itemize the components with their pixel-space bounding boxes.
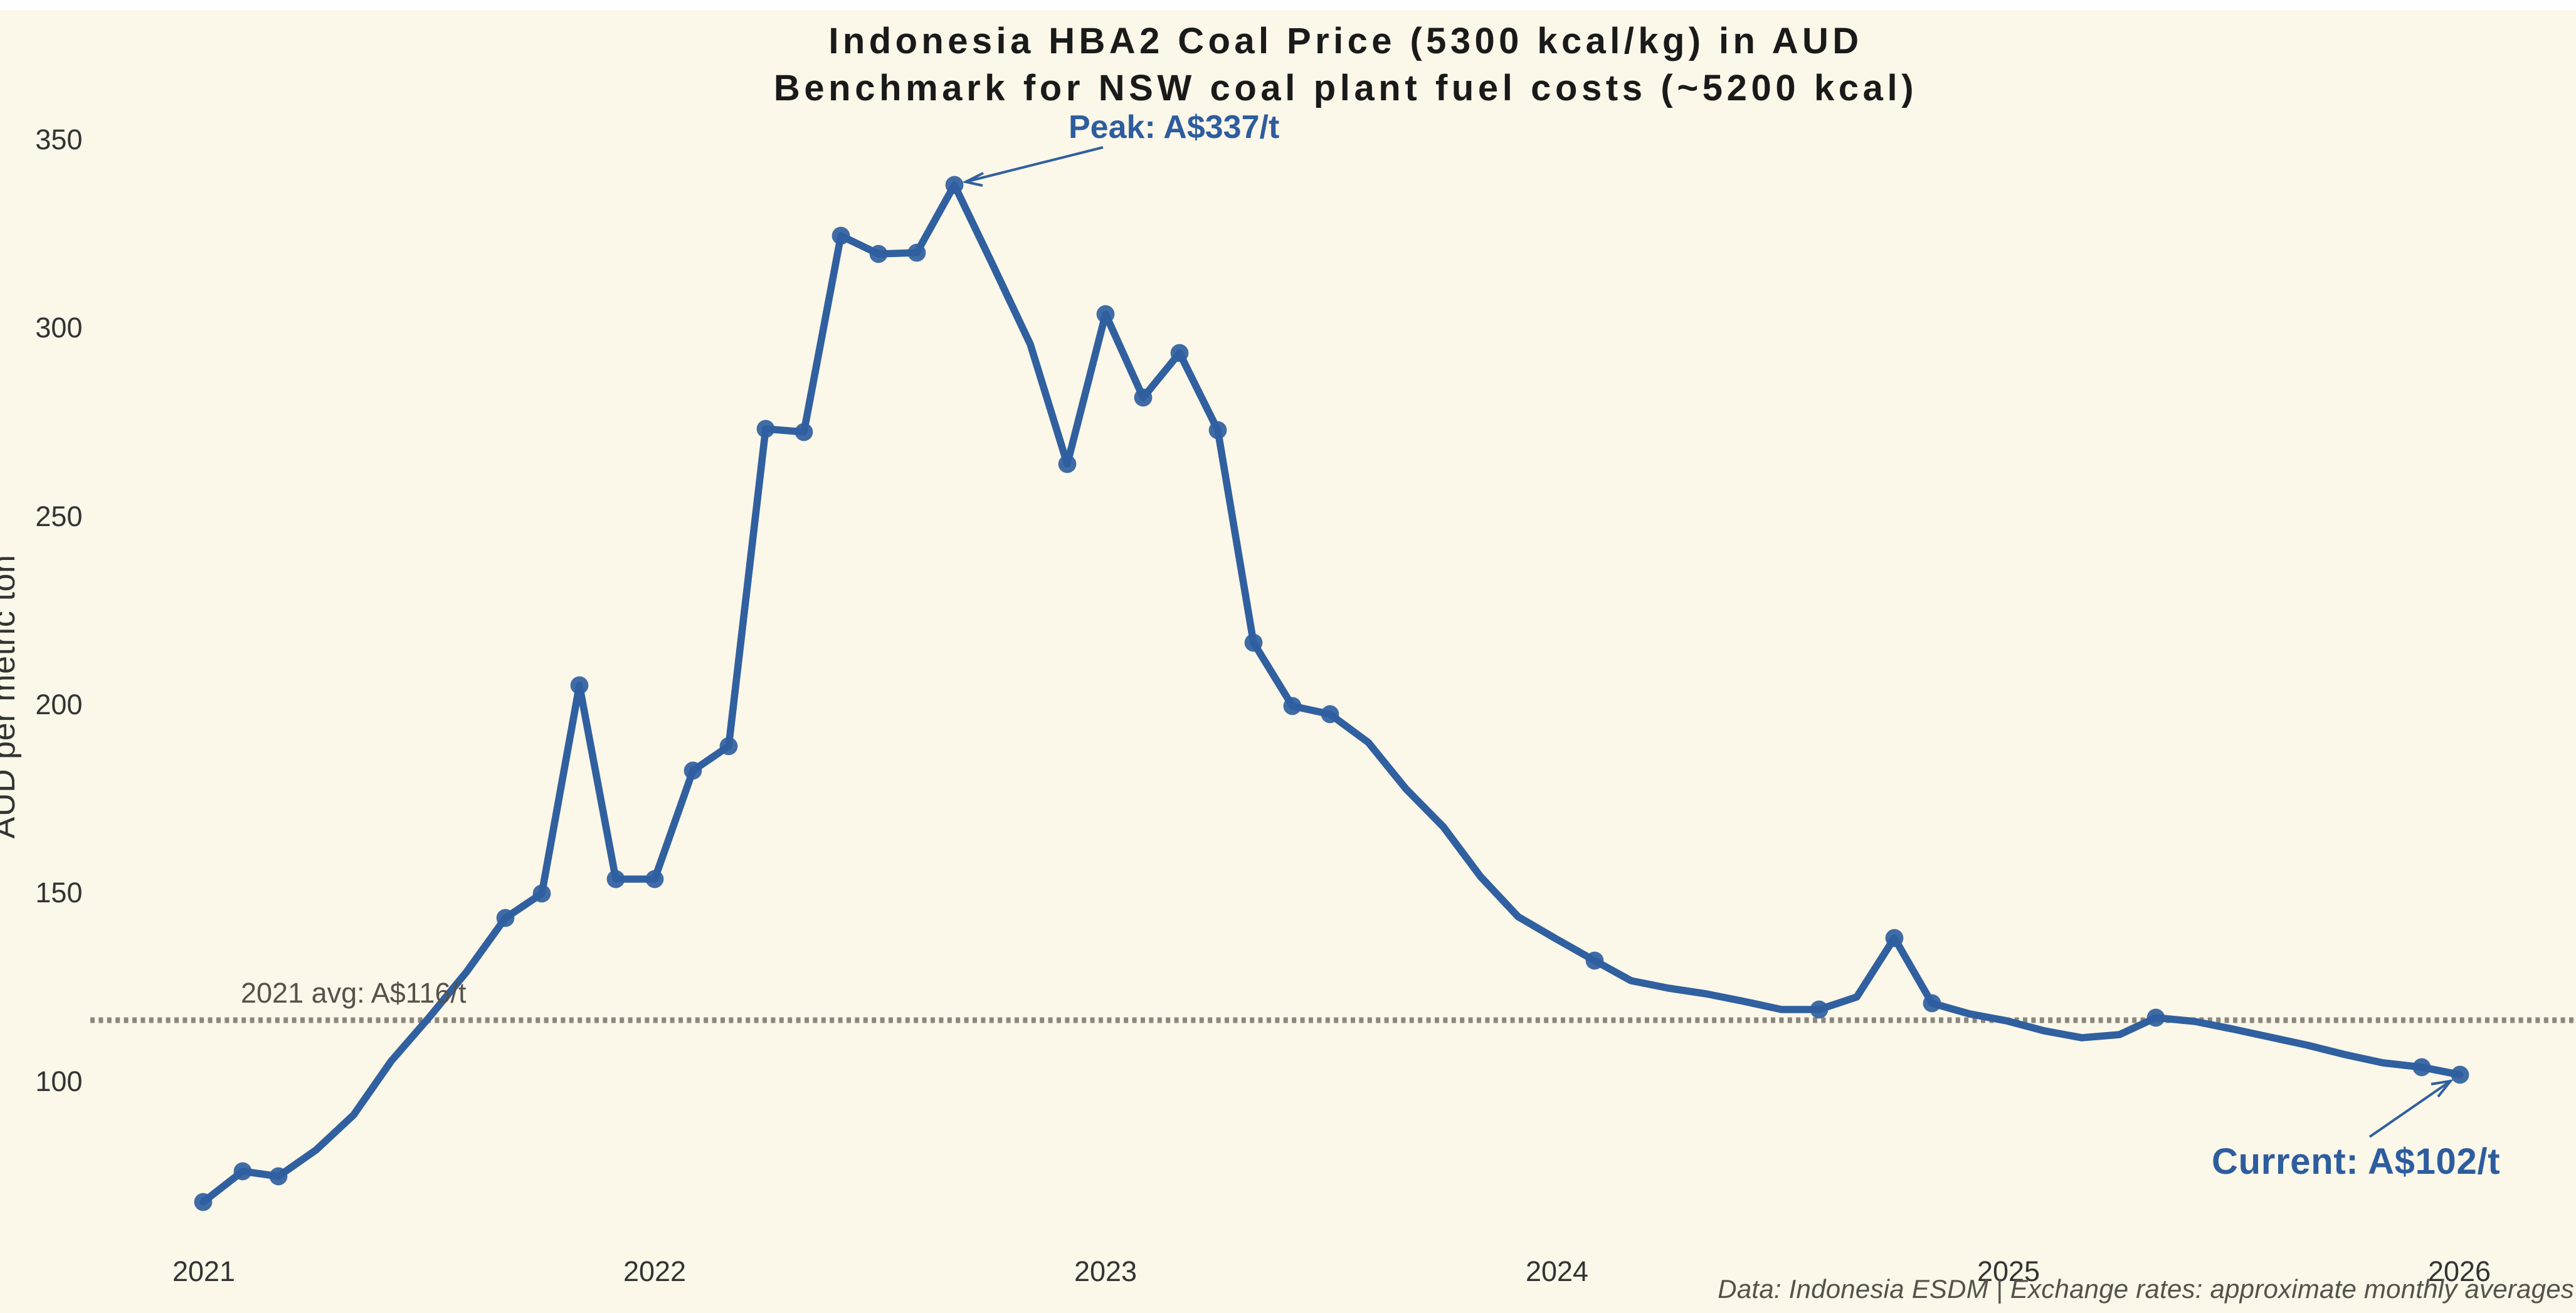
svg-text:100: 100 [35, 1065, 82, 1097]
svg-text:2021: 2021 [172, 1255, 235, 1287]
svg-text:2024: 2024 [1526, 1255, 1588, 1287]
svg-text:Benchmark for NSW coal plant f: Benchmark for NSW coal plant fuel costs … [774, 68, 1918, 108]
svg-text:2022: 2022 [623, 1255, 686, 1287]
svg-text:150: 150 [35, 877, 82, 909]
svg-text:Indonesia HBA2 Coal Price (530: Indonesia HBA2 Coal Price (5300 kcal/kg)… [828, 21, 1862, 61]
svg-text:AUD per metric ton: AUD per metric ton [0, 555, 22, 839]
svg-text:250: 250 [35, 500, 82, 532]
svg-text:Current: A$102/t: Current: A$102/t [2212, 1141, 2500, 1182]
svg-text:350: 350 [35, 124, 82, 156]
svg-text:Peak: A$337/t: Peak: A$337/t [1069, 109, 1279, 145]
svg-text:2025: 2025 [1977, 1255, 2040, 1287]
svg-text:Data: Indonesia ESDM | Exchang: Data: Indonesia ESDM | Exchange rates: a… [1718, 1274, 2574, 1304]
svg-text:300: 300 [35, 312, 82, 344]
svg-text:2023: 2023 [1074, 1255, 1137, 1287]
svg-text:2026: 2026 [2428, 1255, 2491, 1287]
svg-text:2021 avg: A$116/t: 2021 avg: A$116/t [241, 977, 467, 1009]
svg-text:200: 200 [35, 688, 82, 720]
